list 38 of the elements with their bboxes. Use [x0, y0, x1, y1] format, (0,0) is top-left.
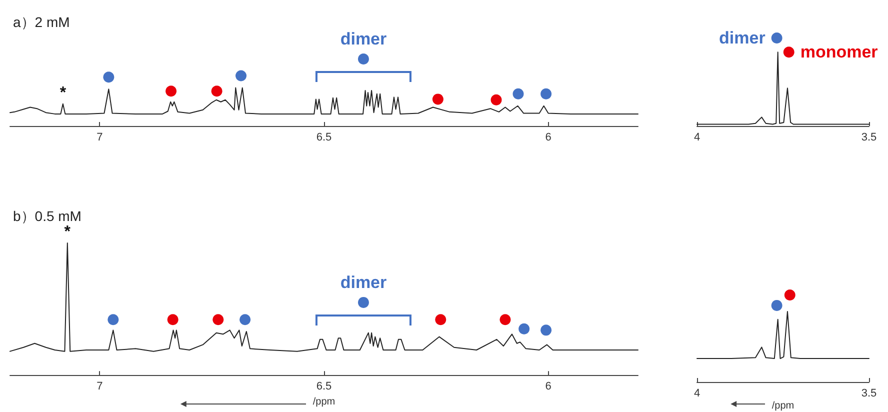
point — [212, 314, 224, 326]
point — [500, 314, 511, 326]
annotation: * — [64, 224, 72, 240]
point — [211, 86, 222, 97]
point — [540, 324, 552, 336]
x-tick-label: 3.5 — [861, 388, 877, 400]
series-label: dimer — [719, 28, 766, 48]
point — [108, 314, 119, 326]
series-label: dimer — [340, 30, 388, 48]
point — [518, 323, 530, 334]
point — [540, 88, 552, 100]
x-axis-title: /ppm — [312, 396, 336, 408]
point — [490, 94, 502, 106]
x-tick-label: 4 — [694, 132, 700, 144]
x-tick-label: 3.5 — [861, 132, 877, 144]
point — [358, 296, 369, 308]
point — [432, 94, 444, 105]
point — [236, 70, 247, 82]
x-axis-title: /ppm — [772, 400, 794, 412]
point — [166, 86, 177, 97]
point — [103, 72, 114, 83]
x-tick-label: 7 — [96, 380, 103, 393]
annotation: * — [60, 84, 67, 102]
x-tick-label: 6.5 — [316, 380, 332, 393]
chart-title: a）2 mM — [13, 14, 70, 30]
point — [512, 88, 524, 100]
point — [435, 314, 446, 326]
x-tick-label: 6 — [545, 380, 552, 393]
point — [167, 314, 178, 326]
point — [240, 314, 251, 326]
x-tick-label: 6 — [545, 132, 552, 144]
x-tick-label: 7 — [96, 132, 103, 144]
x-tick-label: 6.5 — [316, 132, 332, 144]
chart-title: b）0.5 mM — [13, 208, 82, 224]
point — [358, 54, 369, 64]
series-label: dimer — [340, 272, 388, 292]
series-label: monomer — [800, 42, 878, 62]
x-tick-label: 4 — [694, 388, 700, 400]
